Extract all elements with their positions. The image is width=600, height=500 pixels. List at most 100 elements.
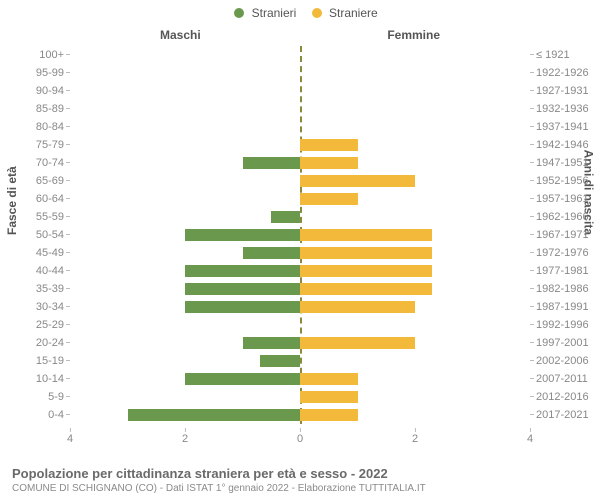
- column-header-female: Femmine: [387, 28, 440, 42]
- birth-year-label: 1947-1951: [536, 154, 589, 172]
- plot-area: 100+≤ 192195-991922-192690-941927-193185…: [70, 46, 530, 424]
- age-label: 40-44: [36, 262, 64, 280]
- bar-male: [243, 157, 301, 169]
- bar-female: [300, 157, 358, 169]
- x-tick: 4: [67, 428, 73, 445]
- bar-male: [185, 283, 300, 295]
- age-label: 20-24: [36, 334, 64, 352]
- x-tick: 0: [297, 428, 303, 445]
- age-row: 60-641957-1961: [70, 190, 530, 208]
- birth-year-label: 1992-1996: [536, 316, 589, 334]
- age-label: 0-4: [48, 406, 64, 424]
- legend-swatch-male: [234, 8, 244, 18]
- age-label: 50-54: [36, 226, 64, 244]
- birth-year-label: 1952-1956: [536, 172, 589, 190]
- bar-female: [300, 391, 358, 403]
- column-header-male: Maschi: [160, 28, 201, 42]
- chart-footer: Popolazione per cittadinanza straniera p…: [12, 466, 588, 494]
- age-label: 60-64: [36, 190, 64, 208]
- age-row: 10-142007-2011: [70, 370, 530, 388]
- age-label: 15-19: [36, 352, 64, 370]
- bar-female: [300, 247, 432, 259]
- age-row: 100+≤ 1921: [70, 46, 530, 64]
- age-row: 70-741947-1951: [70, 154, 530, 172]
- birth-year-label: 1982-1986: [536, 280, 589, 298]
- birth-year-label: 2012-2016: [536, 388, 589, 406]
- y-axis-title-left: Fasce di età: [5, 166, 19, 235]
- bar-male: [271, 211, 300, 223]
- birth-year-label: 2002-2006: [536, 352, 589, 370]
- age-row: 40-441977-1981: [70, 262, 530, 280]
- age-row: 25-291992-1996: [70, 316, 530, 334]
- population-pyramid-chart: Stranieri Straniere Maschi Femmine Fasce…: [0, 0, 600, 500]
- birth-year-label: 1972-1976: [536, 244, 589, 262]
- x-axis: 4 2 0 2 4: [70, 428, 530, 444]
- x-tick: 2: [412, 428, 418, 445]
- age-row: 15-192002-2006: [70, 352, 530, 370]
- age-row: 55-591962-1966: [70, 208, 530, 226]
- age-row: 0-42017-2021: [70, 406, 530, 424]
- age-row: 90-941927-1931: [70, 82, 530, 100]
- age-label: 95-99: [36, 64, 64, 82]
- legend-label-female: Straniere: [329, 6, 378, 20]
- bar-male: [185, 373, 300, 385]
- bar-male: [128, 409, 301, 421]
- age-label: 75-79: [36, 136, 64, 154]
- age-row: 85-891932-1936: [70, 100, 530, 118]
- birth-year-label: 1977-1981: [536, 262, 589, 280]
- bar-female: [300, 373, 358, 385]
- age-label: 90-94: [36, 82, 64, 100]
- age-label: 65-69: [36, 172, 64, 190]
- birth-year-label: 1987-1991: [536, 298, 589, 316]
- chart-subtitle: COMUNE DI SCHIGNANO (CO) - Dati ISTAT 1°…: [12, 483, 588, 494]
- bar-male: [185, 265, 300, 277]
- age-row: 45-491972-1976: [70, 244, 530, 262]
- bar-male: [185, 229, 300, 241]
- birth-year-label: 1962-1966: [536, 208, 589, 226]
- age-label: 5-9: [48, 388, 64, 406]
- birth-year-label: 2007-2011: [536, 370, 588, 388]
- age-label: 85-89: [36, 100, 64, 118]
- bar-male: [243, 247, 301, 259]
- birth-year-label: 1932-1936: [536, 100, 589, 118]
- x-tick: 4: [527, 428, 533, 445]
- bar-female: [300, 175, 415, 187]
- bar-female: [300, 301, 415, 313]
- age-row: 95-991922-1926: [70, 64, 530, 82]
- birth-year-label: 1997-2001: [536, 334, 589, 352]
- birth-year-label: 1937-1941: [536, 118, 589, 136]
- age-row: 65-691952-1956: [70, 172, 530, 190]
- age-label: 70-74: [36, 154, 64, 172]
- bar-female: [300, 139, 358, 151]
- age-label: 25-29: [36, 316, 64, 334]
- bar-male: [260, 355, 300, 367]
- age-row: 35-391982-1986: [70, 280, 530, 298]
- legend: Stranieri Straniere: [0, 5, 600, 20]
- bar-female: [300, 283, 432, 295]
- age-row: 30-341987-1991: [70, 298, 530, 316]
- birth-year-label: 1922-1926: [536, 64, 589, 82]
- birth-year-label: 1967-1971: [536, 226, 589, 244]
- age-label: 30-34: [36, 298, 64, 316]
- age-label: 35-39: [36, 280, 64, 298]
- bar-female: [300, 193, 358, 205]
- age-label: 55-59: [36, 208, 64, 226]
- age-label: 45-49: [36, 244, 64, 262]
- chart-title: Popolazione per cittadinanza straniera p…: [12, 466, 588, 481]
- bar-female: [300, 409, 358, 421]
- birth-year-label: 2017-2021: [536, 406, 589, 424]
- age-row: 5-92012-2016: [70, 388, 530, 406]
- birth-year-label: 1927-1931: [536, 82, 589, 100]
- age-row: 20-241997-2001: [70, 334, 530, 352]
- birth-year-label: ≤ 1921: [536, 46, 570, 64]
- legend-swatch-female: [312, 8, 322, 18]
- birth-year-label: 1957-1961: [536, 190, 589, 208]
- age-label: 80-84: [36, 118, 64, 136]
- age-row: 75-791942-1946: [70, 136, 530, 154]
- birth-year-label: 1942-1946: [536, 136, 589, 154]
- legend-label-male: Stranieri: [252, 6, 297, 20]
- bar-female: [300, 337, 415, 349]
- bar-female: [300, 229, 432, 241]
- x-tick: 2: [182, 428, 188, 445]
- bar-male: [243, 337, 301, 349]
